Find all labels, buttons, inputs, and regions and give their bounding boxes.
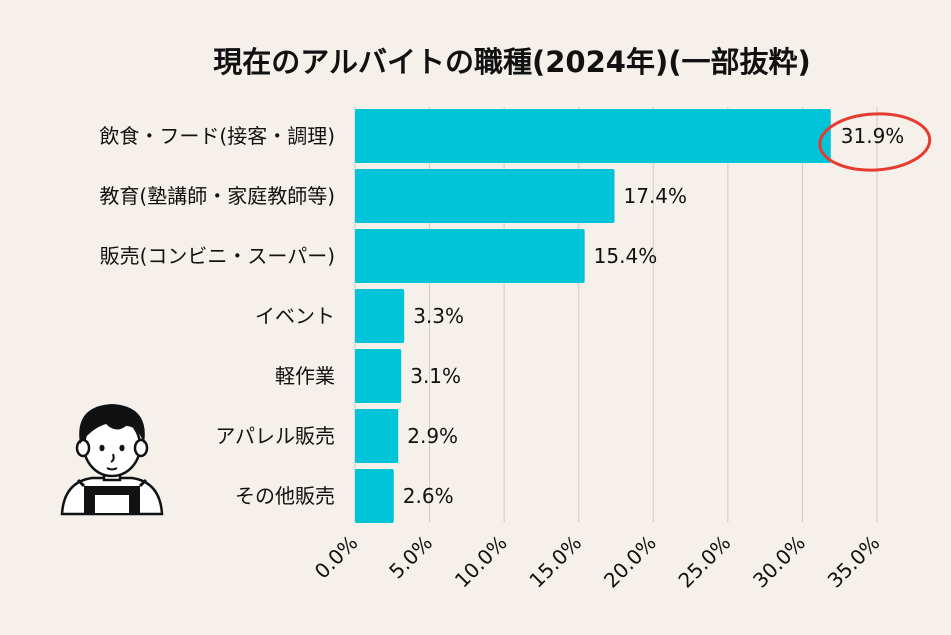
- value-label: 2.6%: [403, 484, 454, 508]
- x-tick-label: 20.0%: [599, 531, 661, 593]
- x-tick-label: 0.0%: [310, 531, 363, 584]
- value-label: 3.3%: [413, 304, 464, 328]
- bar: [355, 469, 394, 523]
- category-labels: 飲食・フード(接客・調理) 教育(塾講師・家庭教師等) 販売(コンビニ・スーパー) イ…: [99, 124, 335, 508]
- value-label: 3.1%: [410, 364, 461, 388]
- person-illustration: [60, 404, 164, 516]
- value-label: 15.4%: [594, 244, 658, 268]
- bar: [355, 409, 399, 463]
- x-tick-label: 10.0%: [450, 531, 512, 593]
- category-label: その他販売: [235, 484, 335, 508]
- bar: [355, 109, 831, 163]
- x-tick-label: 30.0%: [748, 531, 810, 593]
- category-label: アパレル販売: [215, 424, 335, 448]
- bar: [355, 169, 615, 223]
- value-label: 17.4%: [624, 184, 688, 208]
- x-tick-label: 35.0%: [823, 531, 885, 593]
- chart-title: 現在のアルバイトの職種(2024年)(一部抜粋): [213, 45, 810, 79]
- bar: [355, 289, 405, 343]
- x-tick-label: 25.0%: [673, 531, 735, 593]
- highlight-circle: [818, 112, 932, 172]
- bars: [355, 109, 831, 523]
- x-tick-label: 5.0%: [384, 531, 437, 584]
- category-label: 飲食・フード(接客・調理): [99, 124, 335, 148]
- bar: [355, 229, 585, 283]
- category-label: 教育(塾講師・家庭教師等): [99, 184, 335, 208]
- x-tick-labels: 0.0% 5.0% 10.0% 15.0% 20.0% 25.0% 30.0% 35.0%: [310, 531, 885, 593]
- value-label: 2.9%: [407, 424, 458, 448]
- category-label: イベント: [255, 304, 335, 328]
- x-tick-label: 15.0%: [524, 531, 586, 593]
- category-label: 販売(コンビニ・スーパー): [100, 244, 335, 268]
- value-labels: 31.9% 17.4% 15.4% 3.3% 3.1% 2.9% 2.6%: [403, 112, 932, 508]
- bar: [355, 349, 402, 403]
- category-label: 軽作業: [275, 364, 335, 388]
- value-label: 31.9%: [841, 124, 905, 148]
